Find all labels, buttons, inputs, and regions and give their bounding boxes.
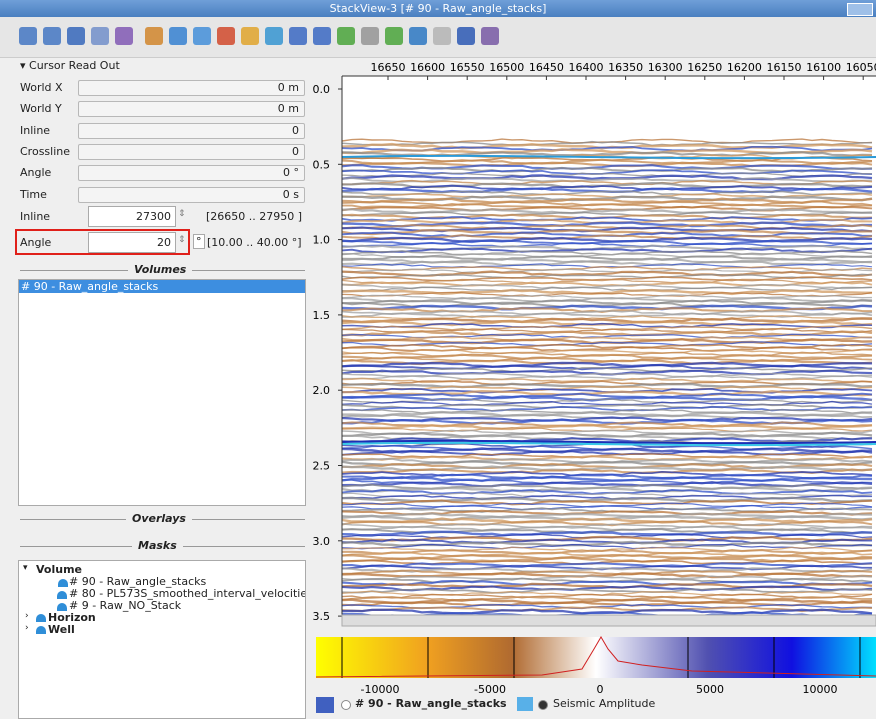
tree-icon (58, 579, 68, 587)
toolbar-button[interactable] (409, 27, 427, 45)
app-window: StackView-3 [# 90 - Raw_angle_stacks] 16… (0, 0, 876, 719)
x-tick-label: 16450 (529, 61, 564, 74)
tree-icon (57, 603, 67, 611)
x-tick-label: 16350 (608, 61, 643, 74)
y-tick-label: 3.5 (313, 610, 331, 623)
x-tick-label: 16200 (727, 61, 762, 74)
section-header: Volumes (128, 263, 192, 276)
y-tick-label: 3.0 (313, 535, 331, 548)
x-tick-label: 16300 (648, 61, 683, 74)
range-label: [26650 .. 27950 ] (206, 210, 302, 223)
toolbar-button[interactable] (265, 27, 283, 45)
toolbar-button[interactable] (433, 27, 451, 45)
toolbar-button[interactable] (19, 27, 37, 45)
field-label: World Y (20, 102, 62, 115)
colorbar (316, 637, 876, 678)
toolbar-button[interactable] (313, 27, 331, 45)
footer-attribute[interactable]: Seismic Amplitude (553, 697, 655, 710)
y-tick-label: 2.5 (313, 460, 331, 473)
field-label: Inline (20, 210, 50, 223)
tree-arrow: › (25, 611, 29, 621)
y-tick-label: 1.0 (313, 234, 331, 247)
readout-value: 0 s (78, 187, 305, 203)
volume-list (18, 279, 306, 506)
toolbar-button[interactable] (43, 27, 61, 45)
seismic-view: 16650 16600 16550 16500 16450 16400 16350 16300… (312, 57, 876, 719)
footer-volume[interactable]: # 90 - Raw_angle_stacks (355, 697, 507, 710)
colorbar-tick-label: 10000 (803, 683, 838, 696)
colorbar-tick-label: -5000 (474, 683, 506, 696)
y-tick-label: 0.0 (313, 83, 331, 96)
x-tick-label: 16550 (450, 61, 485, 74)
colorbar-tick-label: 5000 (696, 683, 724, 696)
x-tick-label: 16500 (489, 61, 524, 74)
field-label: Angle (20, 166, 51, 179)
toolbar-button[interactable] (145, 27, 163, 45)
readout-value: 0 (78, 144, 305, 160)
readout-value: 0 (78, 123, 305, 139)
volume-item[interactable]: # 90 - Raw_angle_stacks (19, 280, 305, 293)
footer-icon[interactable] (316, 697, 334, 713)
field-label: World X (20, 81, 63, 94)
tree-node[interactable]: Well (48, 623, 75, 636)
section-header[interactable]: Masks (132, 539, 183, 552)
toolbar-button[interactable] (337, 27, 355, 45)
spinner[interactable]: ⇕ (178, 209, 186, 219)
toolbar-button[interactable] (67, 27, 85, 45)
angle-input[interactable]: 20 (88, 232, 176, 253)
tree-icon (36, 614, 46, 622)
y-tick-label: 1.5 (313, 309, 331, 322)
scrollbar (342, 615, 876, 626)
x-tick-label: 16650 (371, 61, 406, 74)
x-tick-label: 16250 (687, 61, 722, 74)
radio[interactable] (341, 700, 351, 710)
toolbar-button[interactable] (91, 27, 109, 45)
radio[interactable] (538, 700, 548, 710)
spinner[interactable]: ⇕ (178, 235, 186, 245)
field-label: Crossline (20, 145, 70, 158)
window-controls[interactable] (847, 3, 873, 16)
field-label: Time (20, 188, 47, 201)
toolbar-button[interactable] (385, 27, 403, 45)
tree-icon (36, 626, 46, 634)
readout-value: 0 m (78, 101, 305, 117)
unit-label: ° (193, 234, 205, 249)
tree-leaf[interactable]: # 9 - Raw_NO_Stack (69, 599, 305, 612)
x-tick-label: 16400 (569, 61, 604, 74)
toolbar-button[interactable] (193, 27, 211, 45)
window-title: StackView-3 [# 90 - Raw_angle_stacks] (0, 0, 876, 17)
section-header[interactable]: Overlays (126, 512, 192, 525)
colorbar-tick-label: -10000 (361, 683, 400, 696)
y-tick-label: 2.0 (313, 384, 331, 397)
readout-value: 0 m (78, 80, 305, 96)
range-label: [10.00 .. 40.00 °] (207, 236, 302, 249)
field-label: Angle (20, 236, 51, 249)
toolbar-button[interactable] (241, 27, 259, 45)
footer-arrow[interactable] (517, 697, 533, 711)
section-header: ▾ Cursor Read Out (20, 59, 120, 72)
readout-value: 0 ° (78, 165, 305, 181)
tree-arrow: › (25, 623, 29, 633)
tree-arrow: ▾ (23, 563, 28, 573)
x-tick-label: 16150 (767, 61, 802, 74)
toolbar-button[interactable] (481, 27, 499, 45)
toolbar-button[interactable] (289, 27, 307, 45)
x-tick-label: 16100 (806, 61, 841, 74)
x-tick-label: 16600 (410, 61, 445, 74)
toolbar-button[interactable] (169, 27, 187, 45)
toolbar-button[interactable] (361, 27, 379, 45)
y-tick-label: 0.5 (313, 158, 331, 171)
toolbar-button[interactable] (217, 27, 235, 45)
field-label: Inline (20, 124, 50, 137)
colorbar-tick-label: 0 (597, 683, 604, 696)
toolbar-button[interactable] (457, 27, 475, 45)
tree-icon (57, 591, 67, 599)
toolbar-button[interactable] (115, 27, 133, 45)
inline-input[interactable]: 27300 (88, 206, 176, 227)
